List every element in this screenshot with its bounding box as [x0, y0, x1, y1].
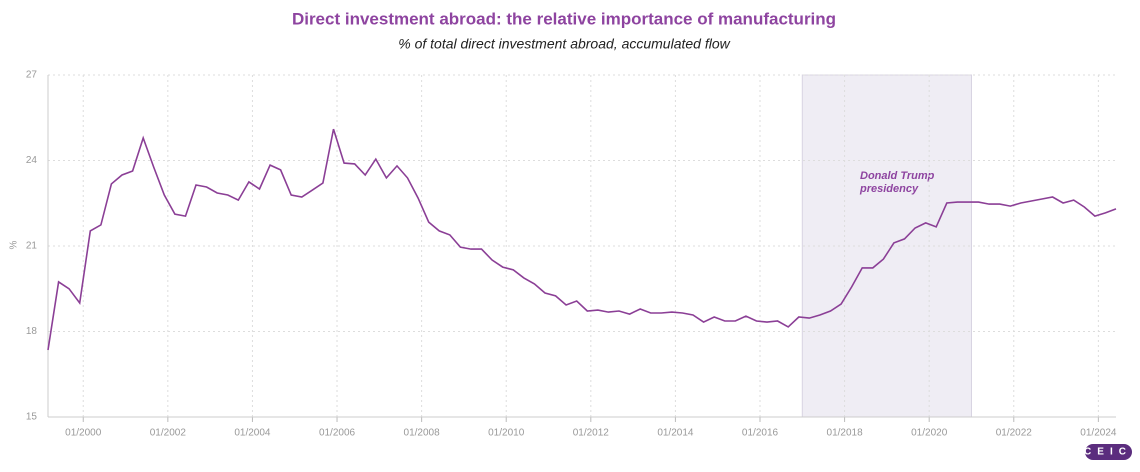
- x-tick-label: 01/2016: [742, 428, 779, 439]
- annotation: Donald Trump: [860, 170, 935, 182]
- x-tick-label: 01/2006: [319, 428, 356, 439]
- x-tick-label: 01/2022: [996, 428, 1033, 439]
- y-tick-label: 18: [26, 326, 38, 337]
- chart-title: Direct investment abroad: the relative i…: [292, 9, 836, 28]
- x-tick-label: 01/2004: [234, 428, 271, 439]
- logo: CEIC: [1084, 447, 1132, 458]
- annotation: presidency: [859, 183, 919, 195]
- y-tick-label: 15: [26, 412, 38, 423]
- y-tick-label: 27: [26, 70, 38, 81]
- x-tick-label: 01/2002: [150, 428, 187, 439]
- y-axis-label: %: [9, 240, 20, 249]
- x-tick-label: 01/2012: [573, 428, 610, 439]
- x-tick-label: 01/2008: [404, 428, 441, 439]
- line: [47, 128, 1117, 351]
- y-tick-label: 24: [26, 155, 38, 166]
- chart-subtitle: % of total direct investment abroad, acc…: [398, 36, 730, 52]
- y-tick-label: 21: [26, 241, 38, 252]
- x-tick-label: 01/2018: [827, 428, 864, 439]
- shaded-range: [801, 74, 972, 418]
- x-tick-label: 01/2020: [911, 428, 948, 439]
- x-tick-label: 01/2014: [657, 428, 694, 439]
- x-tick-label: 01/2010: [488, 428, 525, 439]
- logo-background: [1085, 444, 1132, 460]
- x-tick-label: 01/2000: [65, 428, 102, 439]
- x-tick-label: 01/2024: [1080, 428, 1117, 439]
